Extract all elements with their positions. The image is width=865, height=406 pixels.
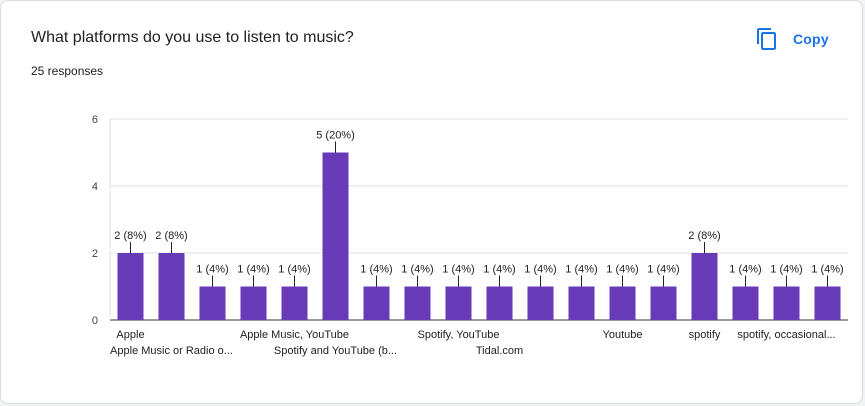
bar-16 <box>773 286 800 320</box>
data-label: 1 (4%) <box>442 264 474 276</box>
data-label: 2 (8%) <box>114 230 146 242</box>
x-category-label: Tidal.com <box>476 345 523 357</box>
data-label: 1 (4%) <box>196 264 228 276</box>
bar-3 <box>240 286 267 320</box>
data-label: 1 (4%) <box>237 264 269 276</box>
bar-15 <box>732 286 759 320</box>
data-label: 1 (4%) <box>606 264 638 276</box>
x-category-label: spotify <box>689 329 721 341</box>
bar-9 <box>486 286 513 320</box>
x-category-label: Spotify and YouTube (b... <box>274 345 397 357</box>
bar-12 <box>609 286 636 320</box>
y-tick-label: 0 <box>92 315 98 327</box>
response-count: 25 responses <box>31 64 104 78</box>
data-label: 1 (4%) <box>524 264 556 276</box>
y-tick-label: 6 <box>92 114 98 126</box>
bar-2 <box>199 286 226 320</box>
x-category-label: Youtube <box>603 329 643 341</box>
bar-5 <box>322 152 349 320</box>
data-label: 1 (4%) <box>278 264 310 276</box>
bar-17 <box>814 286 841 320</box>
data-label: 2 (8%) <box>688 230 720 242</box>
question-title: What platforms do you use to listen to m… <box>31 29 354 46</box>
data-label: 1 (4%) <box>565 264 597 276</box>
copy-icon <box>757 28 776 50</box>
bar-10 <box>527 286 554 320</box>
data-label: 1 (4%) <box>360 264 392 276</box>
data-label: 2 (8%) <box>155 230 187 242</box>
data-label: 1 (4%) <box>401 264 433 276</box>
data-label: 1 (4%) <box>483 264 515 276</box>
copy-button[interactable]: Copy <box>755 23 845 55</box>
bar-6 <box>363 286 390 320</box>
data-label: 1 (4%) <box>647 264 679 276</box>
bar-8 <box>445 286 472 320</box>
x-category-label: spotify, occasional... <box>737 329 835 341</box>
data-label: 5 (20%) <box>316 130 355 142</box>
bar-14 <box>691 253 718 320</box>
bar-11 <box>568 286 595 320</box>
x-category-label: Apple <box>116 329 144 341</box>
bar-0 <box>117 253 144 320</box>
x-category-label: Apple Music, YouTube <box>240 329 349 341</box>
x-category-label: Spotify, YouTube <box>418 329 500 341</box>
bar-7 <box>404 286 431 320</box>
bar-13 <box>650 286 677 320</box>
copy-label: Copy <box>793 31 829 47</box>
x-category-label: Apple Music or Radio o... <box>110 345 233 357</box>
data-label: 1 (4%) <box>729 264 761 276</box>
y-tick-label: 4 <box>92 181 98 193</box>
data-label: 1 (4%) <box>811 264 843 276</box>
bar-1 <box>158 253 185 320</box>
bar-4 <box>281 286 308 320</box>
data-label: 1 (4%) <box>770 264 802 276</box>
y-tick-label: 2 <box>92 248 98 260</box>
